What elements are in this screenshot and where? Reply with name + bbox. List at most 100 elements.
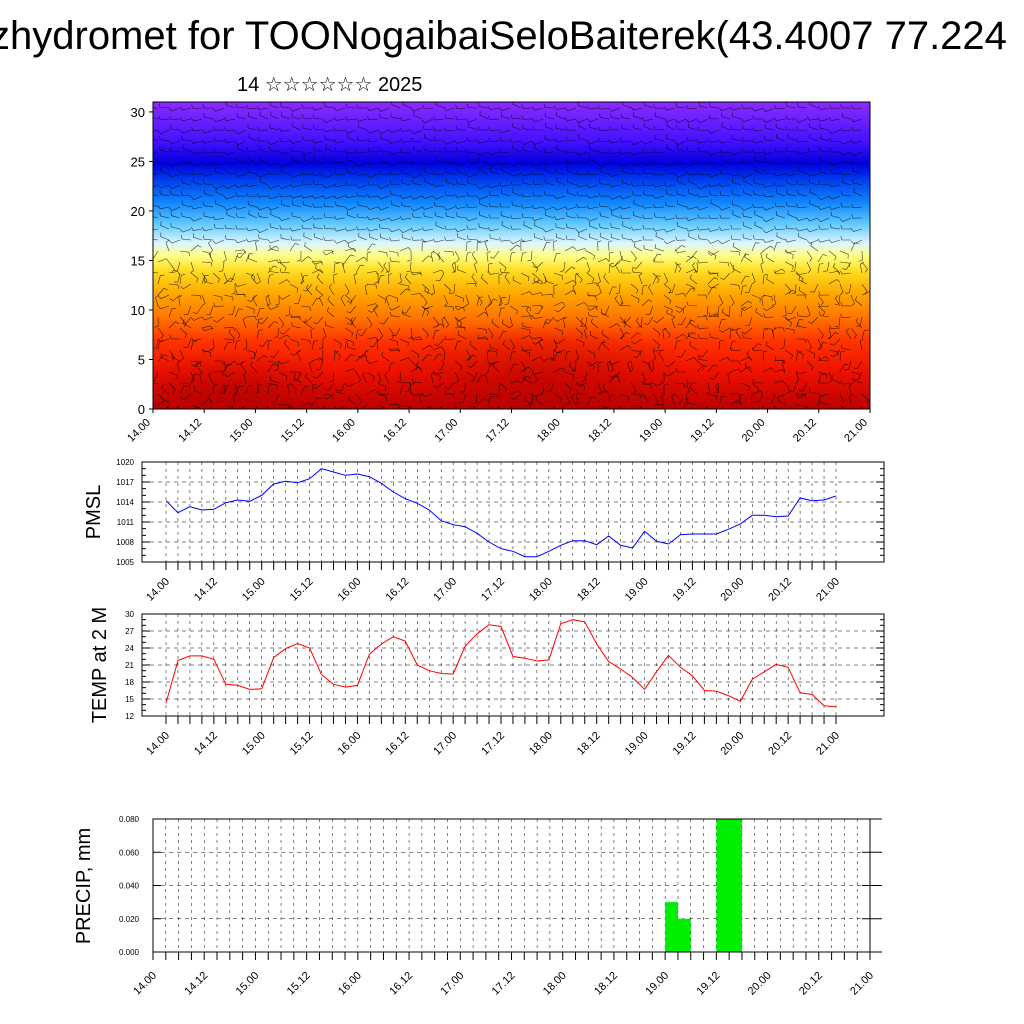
wind-barb: [674, 249, 687, 254]
wind-barb: [444, 114, 456, 120]
wind-barb: [311, 139, 324, 144]
wind-barb: [698, 349, 709, 358]
wind-barb: [399, 381, 411, 387]
wind-barb: [454, 305, 467, 311]
heatmap-x-axis: 14.00 14.12 15.00 15.12 16.00 16.12 17.00 17.12…: [125, 409, 871, 445]
wind-barb: [774, 270, 786, 275]
wind-barb: [630, 151, 643, 156]
wind-barb: [819, 168, 830, 175]
wind-barb: [698, 102, 709, 109]
wind-barb: [839, 250, 849, 259]
wind-barb: [674, 118, 687, 123]
wind-barb: [478, 102, 489, 109]
wind-barb: [222, 250, 227, 263]
wind-barb: [642, 236, 654, 241]
wind-barb: [621, 178, 632, 186]
wind-barb: [806, 228, 819, 233]
wind-barb: [589, 330, 599, 340]
wind-barb: [786, 157, 797, 164]
wind-barb: [410, 206, 423, 212]
wind-barb: [245, 349, 256, 357]
wind-barb: [153, 138, 159, 142]
wind-barb: [544, 190, 555, 197]
wind-barb: [741, 327, 753, 335]
wind-barb: [641, 117, 654, 122]
wind-barb: [850, 327, 857, 339]
wind-barb: [608, 394, 614, 406]
wind-barb: [377, 382, 387, 392]
wind-barb: [399, 385, 407, 395]
wind-barb: [204, 277, 214, 285]
wind-barb: [676, 124, 687, 131]
wind-barb: [273, 360, 280, 371]
wind-barb: [191, 104, 203, 109]
wind-barb: [688, 332, 698, 340]
wind-barb: [267, 305, 280, 310]
y-tick-label: 0.080: [119, 815, 140, 824]
wind-barb: [323, 393, 335, 400]
wind-barb: [444, 191, 456, 197]
wind-barb: [532, 338, 544, 345]
wind-barb: [311, 195, 324, 200]
wind-barb: [784, 261, 794, 270]
wind-barb: [708, 160, 720, 165]
wind-barb: [157, 338, 170, 343]
wind-barb: [542, 206, 555, 211]
wind-barb: [355, 371, 362, 383]
wind-barb: [190, 261, 194, 274]
wind-barb: [795, 371, 800, 384]
wind-barb: [620, 269, 631, 274]
wind-barb: [828, 279, 840, 285]
wind-barb: [212, 383, 218, 395]
wind-barb: [465, 282, 477, 288]
wind-barb: [256, 404, 258, 409]
wind-barb: [610, 113, 621, 120]
wind-barb: [520, 305, 531, 312]
x-tick-label: 17.00: [431, 576, 459, 604]
wind-barb: [245, 315, 257, 321]
wind-barb: [419, 393, 423, 406]
wind-barb: [762, 329, 769, 340]
wind-barb: [479, 111, 489, 120]
wind-barb: [658, 350, 665, 362]
wind-barb: [356, 226, 368, 231]
wind-barb: [256, 173, 269, 178]
precip-bars: [665, 819, 742, 952]
wind-barb: [358, 122, 368, 131]
wind-barb: [718, 239, 731, 245]
wind-barb: [806, 360, 814, 372]
wind-barb: [708, 182, 720, 187]
wind-barb: [762, 239, 775, 243]
wind-barb: [531, 106, 544, 111]
wind-barb: [237, 144, 247, 153]
wind-barb: [729, 328, 735, 340]
wind-barb: [828, 332, 839, 340]
wind-barb: [676, 190, 687, 197]
wind-barb: [225, 168, 236, 175]
wind-barb: [635, 317, 643, 329]
wind-barb: [377, 261, 384, 273]
x-tick-label: 16.00: [336, 970, 364, 998]
wind-barb: [246, 104, 258, 110]
wind-barb: [289, 283, 299, 293]
x-tick-label: 20.12: [797, 970, 825, 998]
wind-barb: [242, 316, 247, 329]
wind-barb: [786, 179, 797, 186]
wind-barb: [465, 217, 478, 222]
wind-barb: [441, 316, 446, 329]
wind-barb: [202, 235, 214, 241]
wind-barb: [806, 172, 819, 177]
wind-barb: [542, 293, 554, 299]
wind-barb: [421, 308, 430, 318]
wind-barb: [421, 240, 427, 252]
wind-barb: [542, 228, 555, 233]
wind-barb: [153, 239, 159, 241]
wind-barb: [618, 250, 623, 263]
wind-barb: [311, 260, 323, 265]
wind-barb: [412, 179, 423, 186]
wind-barb: [665, 201, 676, 208]
wind-barb: [509, 239, 522, 245]
wind-barb: [597, 162, 610, 167]
wind-barb: [652, 338, 660, 349]
wind-barb: [730, 225, 742, 230]
